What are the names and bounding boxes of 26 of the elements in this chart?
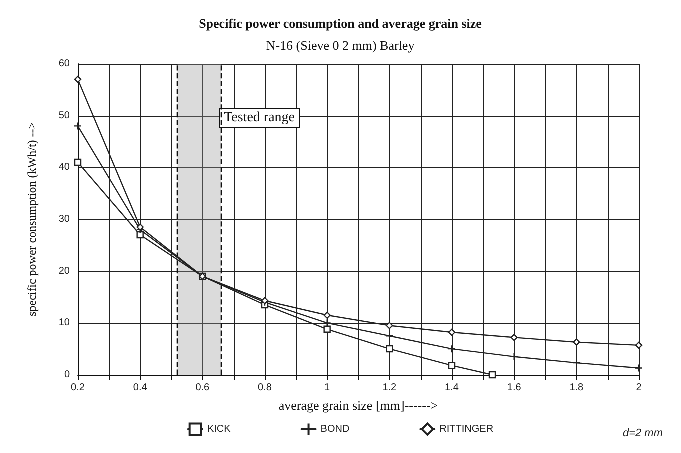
- x-tick-label: 0.6: [196, 382, 210, 394]
- x-tick-label: 1.6: [507, 382, 522, 394]
- legend-label: KICK: [207, 424, 232, 435]
- x-tick-label: 1.4: [445, 382, 460, 394]
- chart-title: Specific power consumption and average grain size: [199, 16, 482, 31]
- x-tick-label: 2: [636, 382, 642, 394]
- chart-subtitle: N-16 (Sieve 0 2 mm) Barley: [266, 38, 416, 53]
- y-tick-label: 60: [58, 58, 70, 70]
- x-tick-label: 0.4: [133, 382, 148, 394]
- x-tick-label: 1: [324, 382, 331, 394]
- y-tick-label: 20: [58, 266, 70, 277]
- x-tick-label: 0.8: [258, 382, 272, 394]
- y-tick-label: 50: [58, 110, 70, 122]
- band-label: Tested range: [224, 110, 296, 126]
- y-tick-label: 0: [64, 370, 70, 380]
- x-tick-label: 1.2: [382, 382, 398, 394]
- y-axis-title: specific power consumption (kWh/t) -->: [25, 122, 39, 317]
- legend-label: RITTINGER: [440, 424, 494, 435]
- text: d=2 mm: [622, 428, 664, 440]
- x-tick-label: 0.2: [71, 382, 86, 394]
- legend-label: BOND: [320, 424, 350, 435]
- y-tick-label: 10: [58, 318, 70, 329]
- x-axis-title: average grain size [mm]------>: [278, 398, 438, 413]
- y-tick-label: 30: [58, 214, 70, 225]
- x-tick-label: 1.8: [570, 382, 584, 394]
- y-tick-label: 40: [58, 162, 70, 174]
